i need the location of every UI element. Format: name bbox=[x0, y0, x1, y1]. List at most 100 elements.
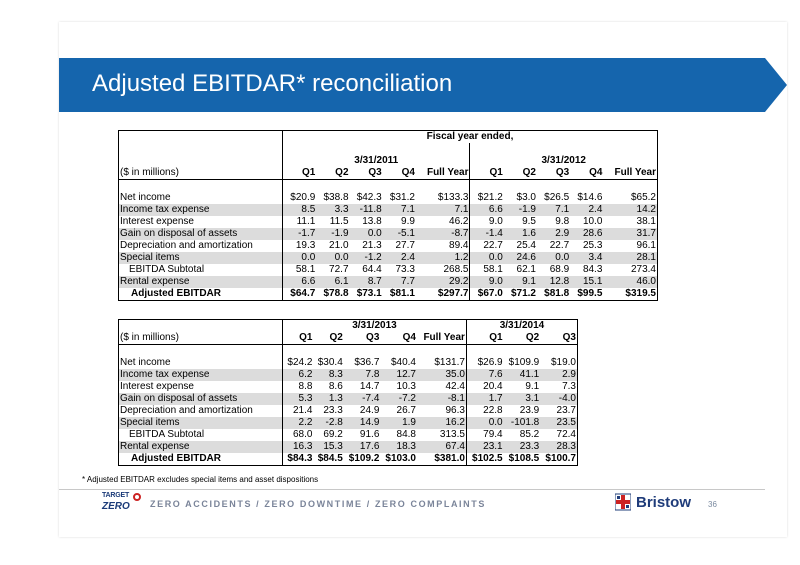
value-cell: 10.3 bbox=[396, 381, 416, 392]
table-row: Special items 2.2 -2.8 14.9 1.9 16.2 0.0 -101.8… bbox=[118, 417, 579, 429]
value-cell: 1.6 bbox=[503, 228, 537, 240]
value-cell: 0.0 bbox=[469, 252, 504, 264]
value-cell: -1.7 bbox=[282, 228, 317, 240]
column-header: Q4 bbox=[380, 332, 417, 345]
value-cell: 29.2 bbox=[415, 276, 470, 288]
spacer bbox=[465, 344, 579, 357]
row-label: Special items bbox=[118, 417, 283, 429]
value-cell: 2.4 bbox=[382, 252, 416, 264]
table-row: Adjusted EBITDAR $84.3 $84.5 $109.2 $103.0 $3… bbox=[118, 453, 579, 466]
value-cell: 26.7 bbox=[396, 405, 416, 416]
value-cell: 22.8 bbox=[465, 405, 504, 417]
table-row: Interest expense 8.8 8.6 14.7 10.3 42.4 20.4 9.… bbox=[118, 381, 579, 393]
header-blank bbox=[118, 130, 283, 143]
value-cell: $42.3 bbox=[356, 192, 382, 203]
column-header: Q4 bbox=[382, 167, 416, 180]
value-cell: $131.7 bbox=[434, 357, 465, 368]
column-header: Q1 bbox=[469, 167, 504, 180]
value-cell: $26.9 bbox=[465, 357, 504, 369]
value-cell: 84.3 bbox=[582, 264, 603, 275]
row-label: Adjusted EBITDAR bbox=[118, 288, 283, 301]
row-label: Special items bbox=[118, 252, 283, 264]
column-header: Q3 bbox=[537, 167, 571, 180]
table-row: EBITDA Subtotal 68.0 69.2 91.6 84.8 313.5 79.4… bbox=[118, 429, 579, 441]
value-cell: 20.4 bbox=[465, 381, 504, 393]
table-row: Income tax expense 8.5 3.3 -11.8 7.1 7.1 6.6 -1… bbox=[118, 204, 659, 216]
value-cell: 17.6 bbox=[343, 441, 381, 453]
value-cell: 6.2 bbox=[282, 369, 314, 381]
value-cell: 38.1 bbox=[603, 216, 659, 228]
value-cell: 1.9 bbox=[380, 417, 417, 429]
value-cell: $36.7 bbox=[354, 357, 380, 368]
value-cell: -7.2 bbox=[380, 393, 417, 405]
value-cell: 96.1 bbox=[603, 240, 659, 252]
value-cell: 9.1 bbox=[525, 381, 540, 392]
row-label: EBITDA Subtotal bbox=[118, 264, 283, 276]
table-row: Depreciation and amortization 21.4 23.3 24.… bbox=[118, 405, 579, 417]
value-cell: 7.1 bbox=[382, 204, 416, 216]
value-cell: 28.3 bbox=[540, 441, 579, 453]
value-cell: 9.8 bbox=[555, 216, 570, 227]
value-cell: 1.7 bbox=[465, 393, 504, 405]
value-cell: 11.5 bbox=[329, 216, 349, 227]
title-arrow bbox=[765, 58, 787, 112]
spacer-row bbox=[118, 179, 658, 192]
row-label: EBITDA Subtotal bbox=[118, 429, 283, 441]
table-row: Adjusted EBITDAR $64.7 $78.8 $73.1 $81.1 $297… bbox=[118, 288, 659, 301]
value-cell: 9.9 bbox=[401, 216, 415, 227]
value-cell: -8.1 bbox=[417, 393, 467, 405]
value-cell: $31.2 bbox=[389, 192, 415, 203]
value-cell: 8.7 bbox=[349, 276, 383, 288]
value-cell: $133.3 bbox=[437, 192, 469, 203]
table-row: Net income $20.9 $38.8 $42.3 $31.2 $133.3 $21.… bbox=[118, 192, 659, 204]
value-cell: 31.7 bbox=[603, 228, 659, 240]
value-cell: 64.4 bbox=[362, 264, 382, 275]
value-cell: $38.8 bbox=[323, 192, 349, 203]
value-cell: 273.4 bbox=[603, 264, 659, 276]
value-cell: 9.0 bbox=[469, 216, 504, 228]
row-label: Interest expense bbox=[118, 381, 283, 393]
value-cell: -1.9 bbox=[316, 228, 350, 240]
column-header: Full Year bbox=[415, 167, 470, 180]
value-cell: $40.4 bbox=[390, 357, 416, 368]
value-cell: 0.0 bbox=[537, 252, 571, 264]
value-cell: $78.8 bbox=[316, 288, 350, 301]
table-row: Gain on disposal of assets 5.3 1.3 -7.4 -7.2… bbox=[118, 393, 579, 405]
value-cell: 72.4 bbox=[540, 429, 579, 441]
spacer bbox=[281, 179, 470, 192]
value-cell: $3.0 bbox=[516, 192, 536, 203]
value-cell: -1.4 bbox=[469, 228, 504, 240]
value-cell: 7.8 bbox=[343, 369, 381, 381]
spacer bbox=[469, 179, 658, 192]
value-cell: 22.7 bbox=[549, 240, 570, 251]
value-cell: 24.6 bbox=[503, 252, 537, 264]
spacer bbox=[118, 179, 283, 192]
header-blank bbox=[118, 319, 283, 332]
column-header: Q1 bbox=[282, 332, 314, 345]
value-cell: 79.4 bbox=[465, 429, 504, 441]
value-cell: 2.9 bbox=[537, 228, 571, 240]
period-b-header: 3/31/2014 bbox=[465, 319, 579, 332]
bristow-wordmark: Bristow bbox=[636, 494, 692, 511]
slide-title: Adjusted EBITDAR* reconciliation bbox=[92, 70, 453, 97]
value-cell: 9.5 bbox=[522, 216, 536, 227]
value-cell: $67.0 bbox=[469, 288, 504, 301]
value-cell: $73.1 bbox=[349, 288, 383, 301]
value-cell: 3.4 bbox=[570, 252, 604, 264]
value-cell: $71.2 bbox=[503, 288, 537, 301]
value-cell: -5.1 bbox=[382, 228, 416, 240]
value-cell: 13.8 bbox=[362, 216, 382, 227]
value-cell: $319.5 bbox=[603, 288, 659, 301]
value-cell: 16.3 bbox=[282, 441, 314, 453]
table-row: Rental expense 6.6 6.1 8.7 7.7 29.2 9.0 9.1 12.8… bbox=[118, 276, 659, 288]
value-cell: 1.2 bbox=[415, 252, 470, 264]
spacer-row bbox=[118, 143, 658, 155]
value-cell: 9.0 bbox=[469, 276, 504, 288]
logo-bottom-text: ZERO bbox=[102, 501, 130, 512]
target-icon bbox=[133, 493, 141, 501]
value-cell: 27.7 bbox=[395, 240, 415, 251]
value-cell: 14.2 bbox=[603, 204, 659, 216]
value-cell: 16.2 bbox=[417, 417, 467, 429]
unit-label: ($ in millions) bbox=[118, 332, 283, 345]
value-cell: 0.0 bbox=[316, 252, 350, 264]
